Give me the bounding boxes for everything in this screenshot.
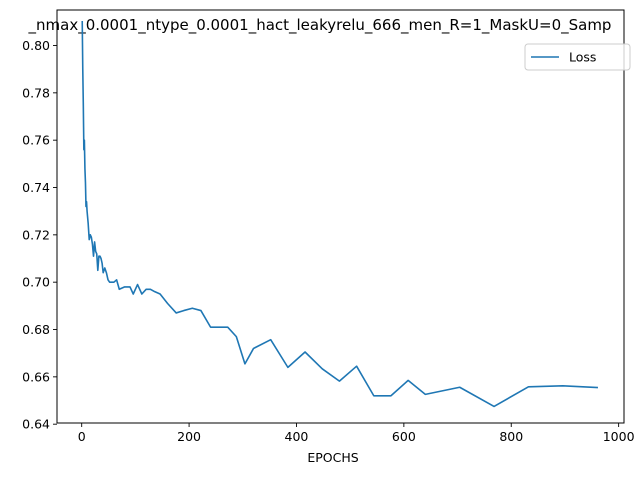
x-tick-label: 1000 [603, 429, 635, 444]
legend: Loss [524, 43, 631, 71]
y-tick-label: 0.70 [22, 275, 50, 290]
y-tick-label: 0.64 [22, 417, 50, 432]
y-tick-label: 0.74 [22, 180, 50, 195]
axes-frame [56, 9, 625, 424]
y-tick-label: 0.78 [22, 85, 50, 100]
x-axis-label: EPOCHS [307, 450, 358, 465]
data-layer [81, 21, 598, 408]
x-tick-label: 800 [499, 429, 523, 444]
axes-layer: 0 200 400 600 800 1000 0.64 0.66 0.68 0.70 0.72 0.7… [22, 9, 635, 444]
chart-title: _nmax_0.0001_ntype_0.0001_hact_leakyrelu… [28, 16, 612, 35]
x-tick-label: 200 [177, 429, 201, 444]
series-line-loss [81, 21, 598, 408]
x-tick-label: 600 [392, 429, 416, 444]
y-tick-label: 0.66 [22, 369, 50, 384]
legend-label-loss: Loss [569, 50, 596, 65]
y-tick-label: 0.72 [22, 227, 50, 242]
y-tick-label: 0.76 [22, 133, 50, 148]
y-tick-label: 0.80 [22, 38, 50, 53]
x-tick-label: 400 [285, 429, 309, 444]
legend-box [524, 43, 631, 71]
plot-area: 0 200 400 600 800 1000 0.64 0.66 0.68 0.70 0.72 0.7… [22, 9, 635, 444]
y-tick-label: 0.68 [22, 322, 50, 337]
x-tick-label: 0 [78, 429, 86, 444]
